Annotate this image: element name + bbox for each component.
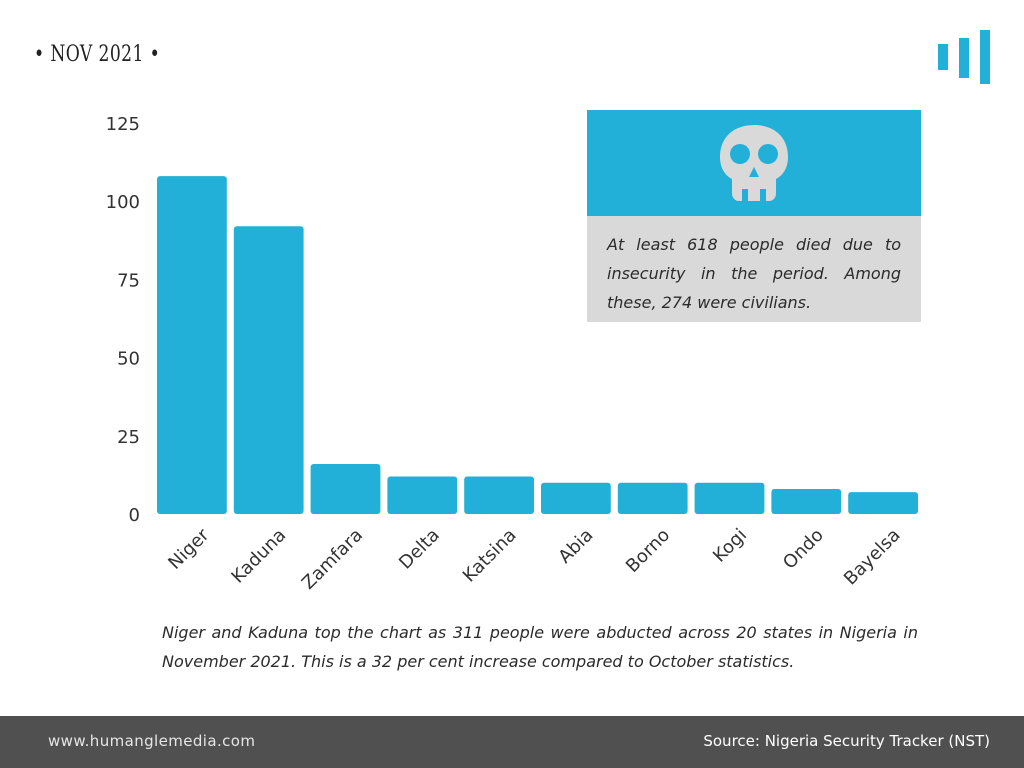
x-tick-label: Zamfara	[298, 525, 367, 594]
x-tick-label: Ondo	[779, 525, 828, 574]
bar-delta	[387, 476, 458, 514]
bars	[157, 176, 918, 514]
info-box-text: At least 618 people died due to insecuri…	[587, 216, 921, 322]
footer: www.humanglemedia.com Source: Nigeria Se…	[0, 716, 1024, 768]
chart-caption: Niger and Kaduna top the chart as 311 pe…	[162, 623, 918, 671]
x-tick-label: Katsina	[459, 525, 521, 587]
skull-icon	[720, 125, 788, 201]
y-tick-label: 100	[106, 192, 140, 213]
bar-zamfara	[310, 463, 381, 514]
y-axis: 0 25 50 75 100 125	[106, 114, 140, 526]
x-tick-label: Bayelsa	[840, 525, 905, 590]
x-axis: Niger Kaduna Zamfara Delta Katsina Abia Borno K…	[164, 524, 904, 594]
x-tick-label: Niger	[164, 524, 213, 573]
x-tick-label: Delta	[395, 525, 444, 574]
y-tick-label: 125	[106, 114, 140, 135]
bar-ondo	[771, 488, 842, 514]
bar-kogi	[694, 482, 765, 514]
bar-borno	[617, 482, 688, 514]
info-box: At least 618 people died due to insecuri…	[587, 110, 921, 322]
website-link[interactable]: www.humanglemedia.com	[48, 732, 256, 750]
y-tick-label: 25	[117, 427, 140, 448]
x-tick-label: Kaduna	[227, 525, 290, 588]
bar-niger	[157, 176, 227, 514]
bar-abia	[541, 482, 611, 514]
x-tick-label: Kogi	[709, 525, 751, 567]
x-tick-label: Borno	[622, 525, 674, 577]
source-credit: Source: Nigeria Security Tracker (NST)	[703, 732, 990, 750]
bar-katsina	[464, 476, 534, 514]
bar-chart: 0 25 50 75 100 125 Niger Kaduna Zamfara Delta Kat…	[106, 114, 918, 594]
info-box-header	[587, 110, 921, 216]
y-tick-label: 75	[117, 270, 140, 291]
y-tick-label: 50	[117, 349, 140, 370]
x-tick-label: Abia	[554, 525, 597, 568]
bar-chart-logo-icon	[938, 30, 990, 84]
bar-kaduna	[233, 226, 304, 514]
date-label: • NOV 2021 •	[34, 42, 161, 67]
y-tick-label: 0	[129, 505, 140, 526]
bar-bayelsa	[848, 492, 918, 514]
